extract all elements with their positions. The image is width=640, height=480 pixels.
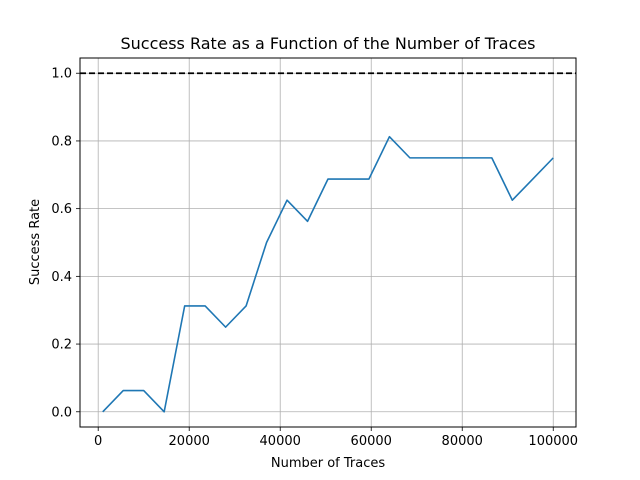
- y-axis-label: Success Rate: [28, 199, 43, 285]
- plot-frame: [79, 57, 577, 428]
- x-axis-label: Number of Traces: [271, 456, 386, 471]
- y-tick-label: 0.0: [51, 405, 72, 420]
- y-tick-label: 0.6: [51, 202, 72, 217]
- y-tick-label: 0.2: [51, 338, 72, 353]
- y-tick-label: 0.8: [51, 134, 72, 149]
- x-tick-label: 60000: [351, 434, 392, 449]
- x-tick-label: 100000: [528, 434, 578, 449]
- chart-title: Success Rate as a Function of the Number…: [120, 34, 535, 53]
- y-tick-label: 0.4: [51, 270, 72, 285]
- x-tick-label: 40000: [260, 434, 301, 449]
- x-tick-label: 80000: [442, 434, 483, 449]
- x-axis: 0 20000 40000 60000 80000 100000: [94, 427, 578, 449]
- x-tick-label: 0: [94, 434, 102, 449]
- series-layer: [102, 135, 554, 413]
- series-line: [102, 135, 554, 413]
- y-tick-label: 1.0: [51, 67, 72, 82]
- y-axis: 0.0 0.2 0.4 0.6 0.8 1.0: [51, 67, 80, 420]
- x-tick-label: 20000: [169, 434, 210, 449]
